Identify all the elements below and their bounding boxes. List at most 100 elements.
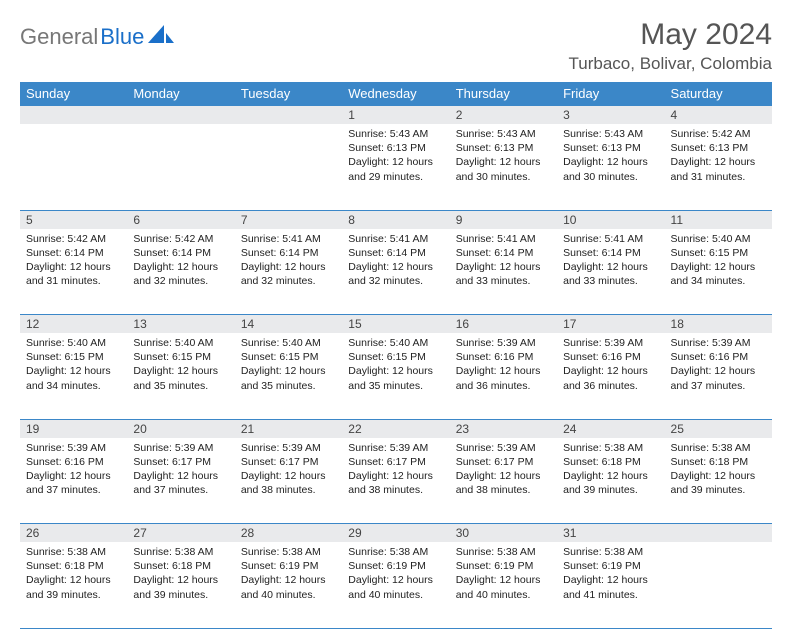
weekday-header: Monday [127, 82, 234, 106]
empty-daynum [665, 524, 772, 542]
calendar-cell: 20 [127, 419, 234, 438]
calendar-cell: 7 [235, 210, 342, 229]
calendar-cell: Sunrise: 5:40 AMSunset: 6:15 PMDaylight:… [342, 333, 449, 419]
daynum-row: 1234 [20, 106, 772, 125]
day-content: Sunrise: 5:38 AMSunset: 6:19 PMDaylight:… [557, 542, 664, 606]
calendar-cell-empty [665, 524, 772, 543]
calendar-cell: Sunrise: 5:38 AMSunset: 6:19 PMDaylight:… [342, 542, 449, 628]
day-number: 12 [20, 315, 127, 333]
calendar-cell: 25 [665, 419, 772, 438]
day-number: 13 [127, 315, 234, 333]
day-content: Sunrise: 5:41 AMSunset: 6:14 PMDaylight:… [557, 229, 664, 293]
calendar-cell-empty [127, 124, 234, 210]
day-content: Sunrise: 5:39 AMSunset: 6:16 PMDaylight:… [665, 333, 772, 397]
day-content: Sunrise: 5:38 AMSunset: 6:18 PMDaylight:… [127, 542, 234, 606]
day-content: Sunrise: 5:40 AMSunset: 6:15 PMDaylight:… [665, 229, 772, 293]
day-number: 3 [557, 106, 664, 124]
day-content: Sunrise: 5:38 AMSunset: 6:19 PMDaylight:… [342, 542, 449, 606]
calendar-cell: 13 [127, 315, 234, 334]
day-number: 21 [235, 420, 342, 438]
calendar-cell: Sunrise: 5:43 AMSunset: 6:13 PMDaylight:… [342, 124, 449, 210]
calendar-cell: 14 [235, 315, 342, 334]
day-content: Sunrise: 5:40 AMSunset: 6:15 PMDaylight:… [235, 333, 342, 397]
calendar-cell: Sunrise: 5:42 AMSunset: 6:13 PMDaylight:… [665, 124, 772, 210]
day-number: 7 [235, 211, 342, 229]
calendar-cell: Sunrise: 5:38 AMSunset: 6:19 PMDaylight:… [557, 542, 664, 628]
calendar-cell: 18 [665, 315, 772, 334]
day-number: 19 [20, 420, 127, 438]
day-content: Sunrise: 5:39 AMSunset: 6:16 PMDaylight:… [450, 333, 557, 397]
weekday-header: Friday [557, 82, 664, 106]
calendar-cell-empty [235, 106, 342, 125]
calendar-cell: Sunrise: 5:39 AMSunset: 6:17 PMDaylight:… [342, 438, 449, 524]
calendar-cell: Sunrise: 5:38 AMSunset: 6:19 PMDaylight:… [235, 542, 342, 628]
calendar-cell: Sunrise: 5:40 AMSunset: 6:15 PMDaylight:… [665, 229, 772, 315]
daynum-row: 19202122232425 [20, 419, 772, 438]
calendar-cell: Sunrise: 5:38 AMSunset: 6:18 PMDaylight:… [557, 438, 664, 524]
calendar-cell: 11 [665, 210, 772, 229]
day-number: 10 [557, 211, 664, 229]
logo-text-blue: Blue [100, 24, 144, 50]
daycontent-row: Sunrise: 5:42 AMSunset: 6:14 PMDaylight:… [20, 229, 772, 315]
calendar-cell: Sunrise: 5:38 AMSunset: 6:18 PMDaylight:… [20, 542, 127, 628]
day-content: Sunrise: 5:43 AMSunset: 6:13 PMDaylight:… [557, 124, 664, 188]
calendar-cell: 4 [665, 106, 772, 125]
logo-text-gray: General [20, 24, 98, 50]
day-content: Sunrise: 5:42 AMSunset: 6:14 PMDaylight:… [127, 229, 234, 293]
day-number: 5 [20, 211, 127, 229]
calendar-cell: Sunrise: 5:39 AMSunset: 6:17 PMDaylight:… [450, 438, 557, 524]
day-content: Sunrise: 5:38 AMSunset: 6:19 PMDaylight:… [450, 542, 557, 606]
calendar-cell: Sunrise: 5:41 AMSunset: 6:14 PMDaylight:… [450, 229, 557, 315]
day-number: 22 [342, 420, 449, 438]
day-number: 9 [450, 211, 557, 229]
calendar-cell: Sunrise: 5:41 AMSunset: 6:14 PMDaylight:… [342, 229, 449, 315]
calendar-cell-empty [127, 106, 234, 125]
calendar-cell: 8 [342, 210, 449, 229]
calendar-cell: 31 [557, 524, 664, 543]
calendar-table: SundayMondayTuesdayWednesdayThursdayFrid… [20, 82, 772, 629]
calendar-cell: 26 [20, 524, 127, 543]
day-number: 2 [450, 106, 557, 124]
day-content: Sunrise: 5:43 AMSunset: 6:13 PMDaylight:… [450, 124, 557, 188]
calendar-cell: Sunrise: 5:38 AMSunset: 6:18 PMDaylight:… [127, 542, 234, 628]
day-number: 14 [235, 315, 342, 333]
day-number: 30 [450, 524, 557, 542]
day-content: Sunrise: 5:40 AMSunset: 6:15 PMDaylight:… [127, 333, 234, 397]
calendar-cell: 29 [342, 524, 449, 543]
daycontent-row: Sunrise: 5:38 AMSunset: 6:18 PMDaylight:… [20, 542, 772, 628]
day-content: Sunrise: 5:40 AMSunset: 6:15 PMDaylight:… [20, 333, 127, 397]
calendar-cell-empty [20, 124, 127, 210]
calendar-cell: Sunrise: 5:39 AMSunset: 6:16 PMDaylight:… [20, 438, 127, 524]
calendar-cell: 12 [20, 315, 127, 334]
day-content: Sunrise: 5:41 AMSunset: 6:14 PMDaylight:… [235, 229, 342, 293]
title-block: May 2024 Turbaco, Bolivar, Colombia [569, 18, 772, 74]
day-number: 29 [342, 524, 449, 542]
calendar-cell: Sunrise: 5:39 AMSunset: 6:17 PMDaylight:… [127, 438, 234, 524]
header: General Blue May 2024 Turbaco, Bolivar, … [20, 18, 772, 74]
daycontent-row: Sunrise: 5:43 AMSunset: 6:13 PMDaylight:… [20, 124, 772, 210]
calendar-cell: Sunrise: 5:42 AMSunset: 6:14 PMDaylight:… [20, 229, 127, 315]
weekday-header: Tuesday [235, 82, 342, 106]
day-number: 23 [450, 420, 557, 438]
calendar-cell: Sunrise: 5:40 AMSunset: 6:15 PMDaylight:… [127, 333, 234, 419]
day-number: 31 [557, 524, 664, 542]
calendar-cell: 15 [342, 315, 449, 334]
calendar-cell: 28 [235, 524, 342, 543]
calendar-cell: Sunrise: 5:43 AMSunset: 6:13 PMDaylight:… [557, 124, 664, 210]
calendar-cell: Sunrise: 5:38 AMSunset: 6:19 PMDaylight:… [450, 542, 557, 628]
empty-daynum [127, 106, 234, 124]
calendar-cell: 17 [557, 315, 664, 334]
daycontent-row: Sunrise: 5:39 AMSunset: 6:16 PMDaylight:… [20, 438, 772, 524]
day-number: 4 [665, 106, 772, 124]
day-number: 24 [557, 420, 664, 438]
calendar-cell: 16 [450, 315, 557, 334]
day-content: Sunrise: 5:39 AMSunset: 6:17 PMDaylight:… [450, 438, 557, 502]
calendar-cell: 3 [557, 106, 664, 125]
calendar-cell: Sunrise: 5:40 AMSunset: 6:15 PMDaylight:… [235, 333, 342, 419]
day-content: Sunrise: 5:40 AMSunset: 6:15 PMDaylight:… [342, 333, 449, 397]
day-number: 6 [127, 211, 234, 229]
logo-sail-icon [148, 25, 174, 50]
day-content: Sunrise: 5:38 AMSunset: 6:18 PMDaylight:… [557, 438, 664, 502]
day-number: 11 [665, 211, 772, 229]
calendar-cell-empty [235, 124, 342, 210]
